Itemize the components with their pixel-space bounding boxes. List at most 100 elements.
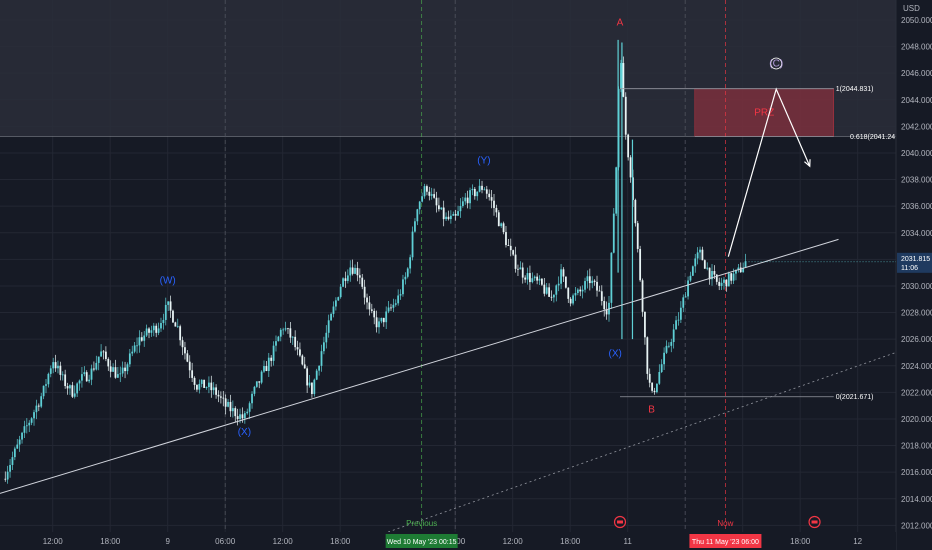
candle-body (656, 383, 658, 393)
candle-body (318, 365, 321, 371)
candle-body (282, 329, 285, 331)
currency-label: USD (903, 4, 920, 13)
candle-body (670, 342, 673, 346)
candle-body (715, 274, 718, 282)
candle-body (152, 325, 155, 331)
candle-body (648, 373, 651, 383)
candle-body (651, 382, 654, 391)
candle-body (543, 284, 546, 294)
candle-body (509, 245, 512, 251)
candle-body (663, 352, 665, 365)
candle-body (677, 319, 680, 321)
candle-body (13, 448, 16, 458)
candle-body (495, 207, 498, 213)
time-tick-label: 12 (853, 537, 862, 546)
date-tag-label: Wed 10 May '23 00:15 (387, 539, 457, 546)
candle-body (100, 351, 102, 357)
candle-body (730, 273, 733, 281)
candle-body (320, 351, 323, 366)
candle-body (483, 189, 486, 191)
candle-body (344, 278, 347, 281)
candle-body (562, 269, 565, 277)
candle-body (267, 357, 270, 372)
candle-body (569, 298, 572, 304)
candle-body (323, 342, 325, 352)
candle-body (644, 311, 646, 338)
candle-body (373, 310, 376, 318)
candle-body (370, 309, 373, 311)
candle-body (227, 401, 229, 407)
candle-body (78, 380, 81, 384)
candle-body (442, 207, 445, 220)
candle-body (327, 320, 330, 333)
candle-body (517, 268, 519, 270)
date-tag-label: Thu 11 May '23 06:00 (692, 539, 759, 546)
price-tick-label: 2026.000 (901, 335, 932, 344)
candle-body (682, 297, 685, 308)
price-tick-label: 2030.000 (901, 282, 932, 291)
candle-body (703, 260, 706, 269)
candle-body (711, 271, 713, 280)
candle-body (303, 364, 306, 369)
candle-body (128, 353, 131, 365)
candle-body (277, 336, 280, 342)
candle-body (291, 336, 294, 338)
candle-body (25, 425, 28, 427)
candle-body (387, 307, 390, 312)
candle-body (555, 285, 558, 295)
candle-body (85, 372, 88, 382)
candle-body (188, 361, 191, 371)
candle-body (454, 214, 457, 216)
candle-body (231, 408, 234, 412)
candle-body (275, 341, 277, 346)
candle-body (435, 197, 438, 206)
candle-body (200, 379, 203, 384)
candle-body (97, 356, 100, 363)
candle-body (236, 416, 239, 420)
time-tick-label: 18:00 (330, 537, 351, 546)
candle-body (229, 401, 232, 412)
candle-body (114, 367, 117, 378)
candle-body (524, 277, 527, 280)
price-tick-label: 2016.000 (901, 468, 932, 477)
session-separators (224, 0, 726, 532)
candle-body (337, 297, 340, 301)
candle-body (248, 403, 251, 412)
candle-body (641, 280, 644, 312)
time-marker-label: Now (717, 519, 733, 528)
candle-body (433, 194, 436, 198)
wave-label: (C) (769, 59, 783, 70)
candle-body (81, 374, 83, 381)
candle-body (394, 303, 397, 305)
candle-body (411, 231, 414, 258)
candle-body (23, 426, 26, 433)
price-axis-background (896, 0, 932, 550)
candle-body (699, 249, 701, 253)
candle-body (138, 337, 141, 346)
candle-body (735, 269, 737, 274)
time-tick-label: 18:00 (100, 537, 121, 546)
candle-body (397, 295, 400, 304)
candle-body (255, 381, 258, 387)
candle-body (727, 273, 730, 287)
candle-body (11, 457, 14, 465)
prz-box (694, 88, 835, 137)
candle-body (193, 377, 196, 385)
candle-body (464, 197, 467, 202)
candle-body (93, 368, 95, 370)
candle-body (219, 396, 222, 398)
candle-body (586, 276, 589, 282)
candle-body (164, 304, 167, 320)
candle-body (440, 207, 443, 210)
candle-body (116, 374, 119, 378)
candle-body (514, 254, 517, 269)
candle-body (624, 96, 627, 135)
candle-body (145, 328, 148, 336)
candle-body (490, 197, 493, 201)
time-tick-label: 11 (624, 537, 633, 546)
candle-body (627, 134, 630, 158)
candle-body (598, 290, 601, 292)
candle-body (457, 211, 459, 216)
price-tick-label: 2046.000 (901, 69, 932, 78)
